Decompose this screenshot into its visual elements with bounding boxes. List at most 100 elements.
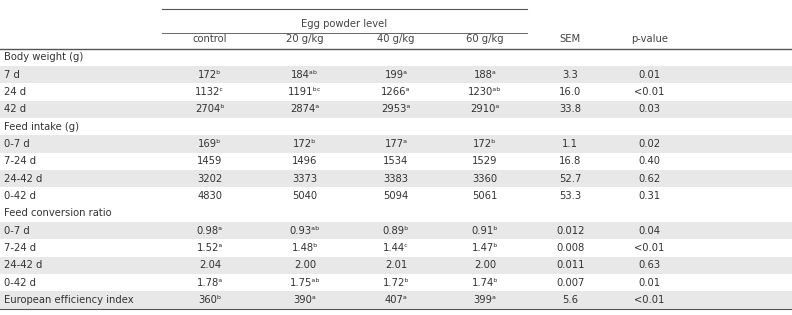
Text: 1.48ᵇ: 1.48ᵇ [291, 243, 318, 253]
Text: Egg powder level: Egg powder level [302, 19, 387, 29]
Text: Body weight (g): Body weight (g) [4, 53, 83, 62]
Text: SEM: SEM [560, 34, 581, 44]
Text: 0-7 d: 0-7 d [4, 226, 30, 236]
Bar [0, 49, 792, 66]
Text: 5094: 5094 [383, 191, 409, 201]
Text: 1132ᶜ: 1132ᶜ [196, 87, 224, 97]
Text: 2.00: 2.00 [294, 261, 316, 270]
Bar [0, 205, 792, 222]
Text: 0.01: 0.01 [638, 70, 661, 80]
Text: 2.04: 2.04 [199, 261, 221, 270]
Text: 52.7: 52.7 [559, 174, 581, 184]
Text: Feed intake (g): Feed intake (g) [4, 122, 79, 132]
Bar [0, 101, 792, 118]
Text: p-value: p-value [631, 34, 668, 44]
Text: 16.0: 16.0 [559, 87, 581, 97]
Text: 2910ᵃ: 2910ᵃ [470, 105, 500, 114]
Text: 360ᵇ: 360ᵇ [198, 295, 222, 305]
Text: European efficiency index: European efficiency index [4, 295, 134, 305]
Text: 1529: 1529 [472, 157, 498, 166]
Text: 5040: 5040 [292, 191, 318, 201]
Text: 1230ᵃᵇ: 1230ᵃᵇ [468, 87, 502, 97]
Bar [0, 187, 792, 205]
Bar [0, 257, 792, 274]
Bar [0, 222, 792, 239]
Text: 0.04: 0.04 [638, 226, 661, 236]
Text: 42 d: 42 d [4, 105, 26, 114]
Text: 0.91ᵇ: 0.91ᵇ [472, 226, 498, 236]
Text: 172ᵇ: 172ᵇ [474, 139, 497, 149]
Text: 0.40: 0.40 [638, 157, 661, 166]
Bar [0, 274, 792, 291]
Bar [0, 153, 792, 170]
Text: <0.01: <0.01 [634, 87, 664, 97]
Text: 0-42 d: 0-42 d [4, 278, 36, 288]
Text: 0.98ᵃ: 0.98ᵃ [197, 226, 223, 236]
Text: 172ᵇ: 172ᵇ [293, 139, 317, 149]
Text: <0.01: <0.01 [634, 295, 664, 305]
Text: 20 g/kg: 20 g/kg [286, 34, 324, 44]
Text: 40 g/kg: 40 g/kg [377, 34, 415, 44]
Text: 2.01: 2.01 [385, 261, 407, 270]
Text: 399ᵃ: 399ᵃ [474, 295, 497, 305]
Text: 53.3: 53.3 [559, 191, 581, 201]
Text: 1.74ᵇ: 1.74ᵇ [472, 278, 498, 288]
Text: 1.78ᵃ: 1.78ᵃ [196, 278, 223, 288]
Text: 0.93ᵃᵇ: 0.93ᵃᵇ [290, 226, 320, 236]
Text: 1.44ᶜ: 1.44ᶜ [383, 243, 409, 253]
Text: 0.63: 0.63 [638, 261, 661, 270]
Text: 2874ᵃ: 2874ᵃ [291, 105, 319, 114]
Bar [0, 66, 792, 83]
Text: 407ᵃ: 407ᵃ [385, 295, 407, 305]
Text: 3202: 3202 [197, 174, 223, 184]
Bar [0, 135, 792, 153]
Text: 0-42 d: 0-42 d [4, 191, 36, 201]
Text: 24 d: 24 d [4, 87, 26, 97]
Bar [0, 118, 792, 135]
Bar [0, 291, 792, 309]
Text: 177ᵃ: 177ᵃ [384, 139, 408, 149]
Text: 1.52ᵃ: 1.52ᵃ [196, 243, 223, 253]
Text: 1459: 1459 [197, 157, 223, 166]
Text: 0.012: 0.012 [556, 226, 584, 236]
Text: 2704ᵇ: 2704ᵇ [195, 105, 225, 114]
Text: control: control [192, 34, 227, 44]
Text: 0.31: 0.31 [638, 191, 661, 201]
Bar [0, 239, 792, 257]
Text: 7-24 d: 7-24 d [4, 157, 36, 166]
Text: 1.75ᵃᵇ: 1.75ᵃᵇ [290, 278, 320, 288]
Text: 188ᵃ: 188ᵃ [474, 70, 497, 80]
Text: 7-24 d: 7-24 d [4, 243, 36, 253]
Text: 33.8: 33.8 [559, 105, 581, 114]
Text: 1266ᵃ: 1266ᵃ [381, 87, 411, 97]
Text: 24-42 d: 24-42 d [4, 261, 42, 270]
Text: Feed conversion ratio: Feed conversion ratio [4, 209, 112, 218]
Text: 0.011: 0.011 [556, 261, 584, 270]
Text: 1534: 1534 [383, 157, 409, 166]
Text: 0.03: 0.03 [638, 105, 661, 114]
Text: 4830: 4830 [197, 191, 223, 201]
Text: <0.01: <0.01 [634, 243, 664, 253]
Text: 1.72ᵇ: 1.72ᵇ [383, 278, 409, 288]
Text: 5.6: 5.6 [562, 295, 578, 305]
Text: 390ᵃ: 390ᵃ [294, 295, 316, 305]
Text: 1.1: 1.1 [562, 139, 578, 149]
Bar [0, 170, 792, 187]
Text: 24-42 d: 24-42 d [4, 174, 42, 184]
Text: 0.007: 0.007 [556, 278, 584, 288]
Text: 0.02: 0.02 [638, 139, 661, 149]
Text: 16.8: 16.8 [559, 157, 581, 166]
Text: 184ᵃᵇ: 184ᵃᵇ [291, 70, 318, 80]
Text: 1496: 1496 [292, 157, 318, 166]
Text: 5061: 5061 [472, 191, 498, 201]
Text: 7 d: 7 d [4, 70, 20, 80]
Text: 0.89ᵇ: 0.89ᵇ [383, 226, 409, 236]
Bar [0, 83, 792, 101]
Text: 3360: 3360 [473, 174, 497, 184]
Text: 2953ᵃ: 2953ᵃ [381, 105, 411, 114]
Text: 0.01: 0.01 [638, 278, 661, 288]
Text: 169ᵇ: 169ᵇ [198, 139, 222, 149]
Text: 60 g/kg: 60 g/kg [466, 34, 504, 44]
Text: 3.3: 3.3 [562, 70, 578, 80]
Text: 3383: 3383 [383, 174, 409, 184]
